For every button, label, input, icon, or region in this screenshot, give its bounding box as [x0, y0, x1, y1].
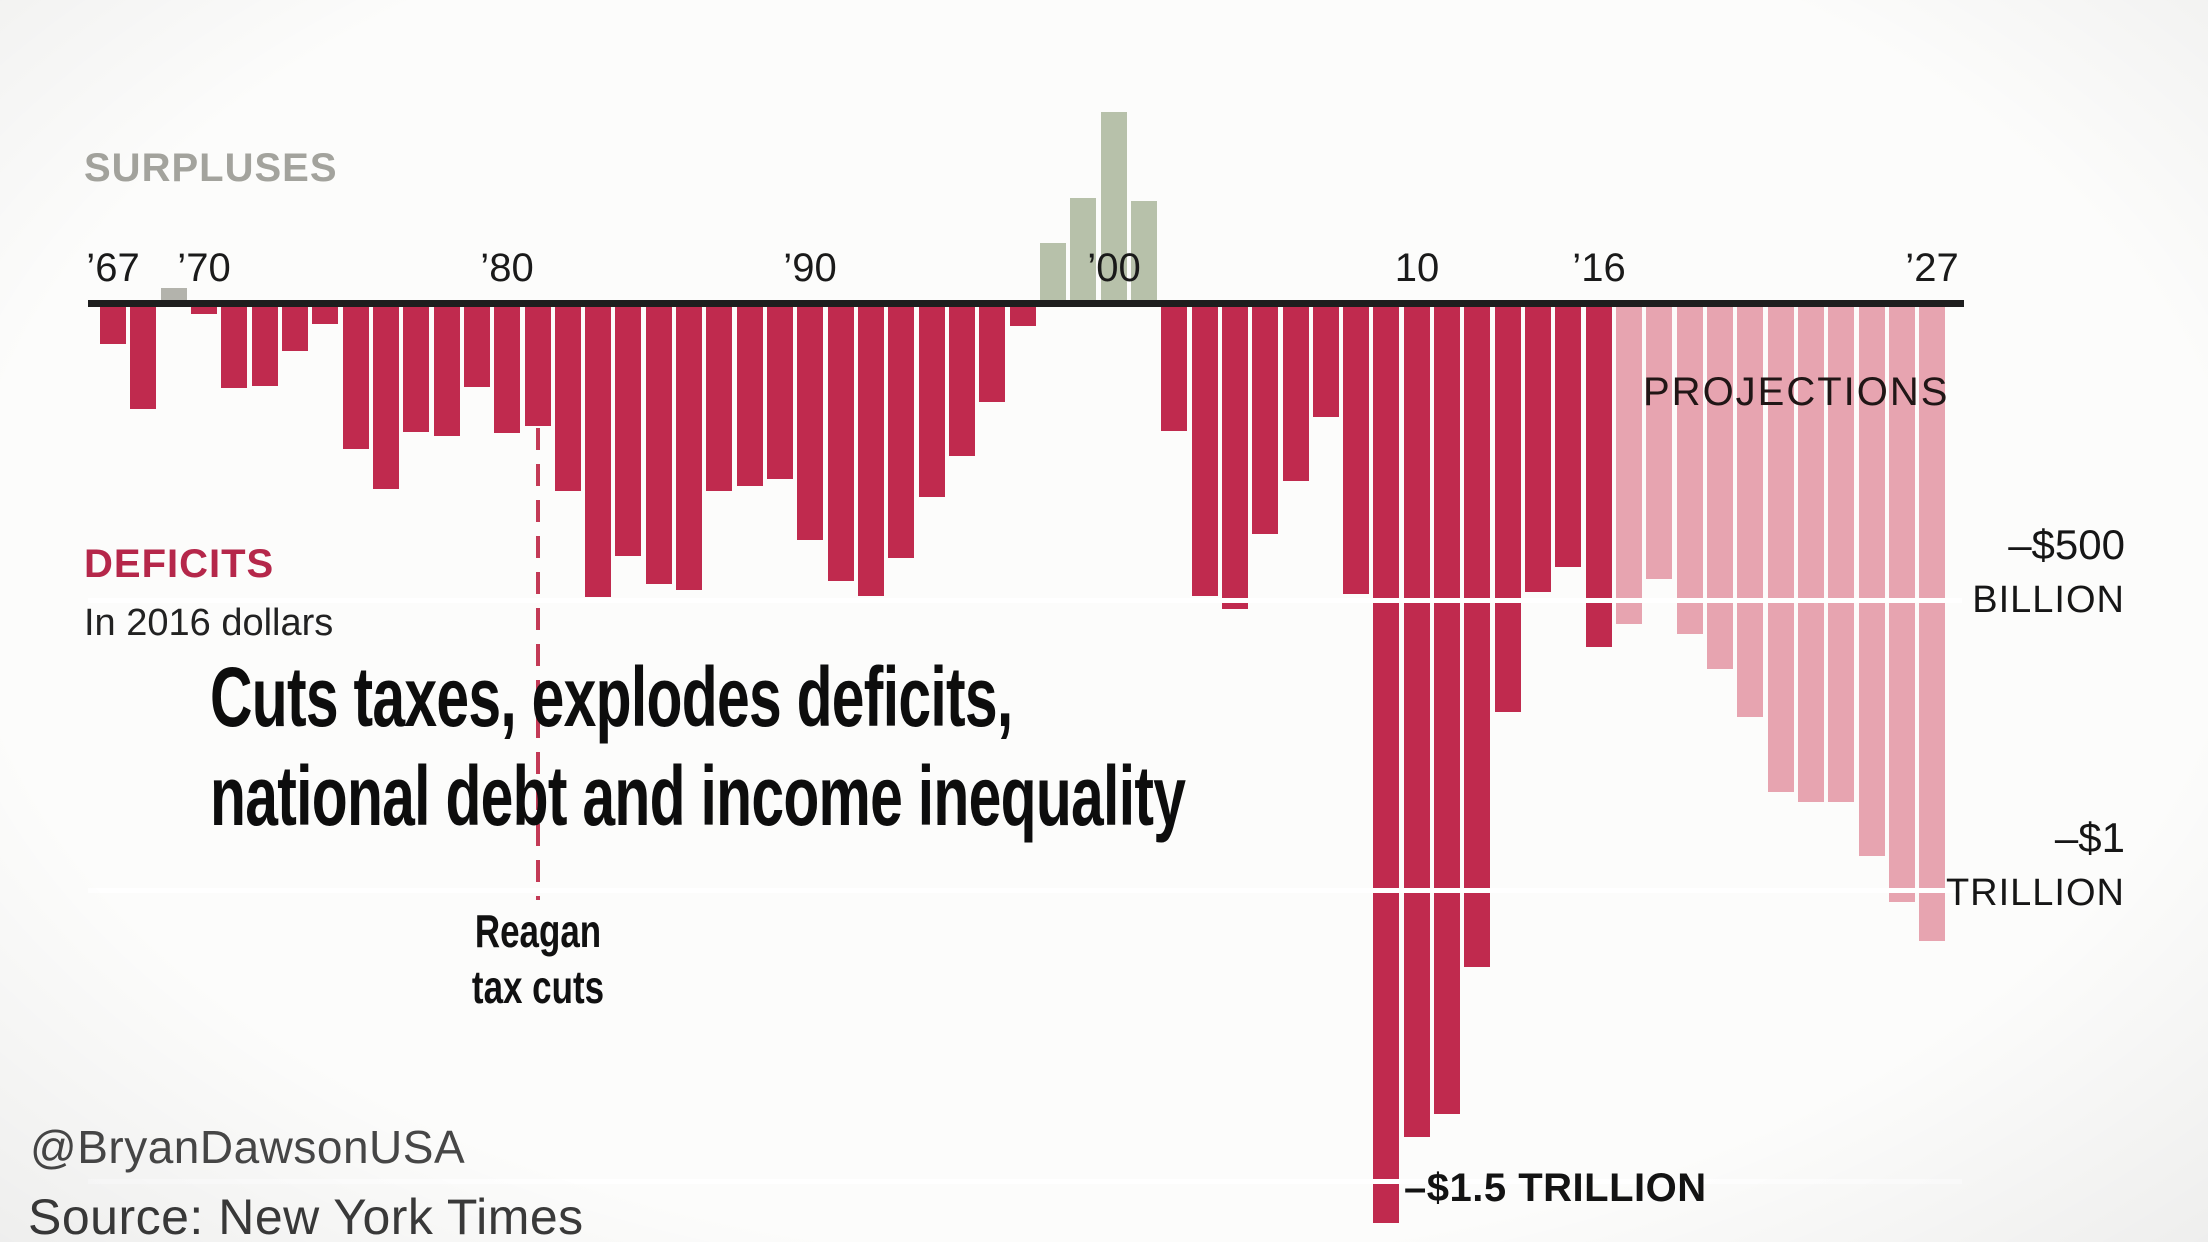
bar-2022: [1767, 307, 1794, 793]
gridline--1000b: [88, 888, 1962, 893]
reagan-annotation: Reagan tax cuts: [447, 903, 629, 1015]
headline-line-2: national debt and income inequality: [210, 749, 1186, 843]
bar-1997: [1009, 307, 1036, 327]
reagan-annotation-line-1: Reagan: [474, 905, 602, 957]
bar-1982: [554, 307, 581, 492]
x-axis-line: [88, 300, 1964, 307]
bar-2011: [1434, 307, 1461, 1115]
bar-1969: [160, 288, 187, 301]
reagan-annotation-line-2: tax cuts: [471, 961, 605, 1013]
bar-1984: [615, 307, 642, 557]
right-axis-500b-unit: BILLION: [1972, 579, 2125, 621]
bar-2008: [1343, 307, 1370, 595]
x-tick-1980: ’80: [480, 246, 534, 290]
bar-2004: [1221, 307, 1248, 610]
bar-2021: [1737, 307, 1764, 718]
bar-1985: [645, 307, 672, 585]
bar-2017: [1616, 307, 1642, 625]
surpluses-label: SURPLUSES: [84, 146, 338, 190]
bar-2025: [1858, 307, 1885, 857]
headline-line-1: Cuts taxes, explodes deficits,: [210, 650, 1013, 744]
bar-1987: [706, 307, 733, 492]
bar-1988: [736, 307, 763, 486]
right-axis-1t-value: –$1: [2054, 814, 2125, 861]
bar-1967: [100, 307, 126, 344]
x-tick-1990: ’90: [783, 246, 837, 290]
bar-2003: [1191, 307, 1218, 596]
bar-1980: [494, 307, 521, 433]
reagan-dashed-line: [536, 428, 540, 900]
bar-2006: [1282, 307, 1309, 482]
bar-1972: [251, 307, 278, 387]
bar-1986: [676, 307, 703, 590]
x-tick-1967: ’67: [86, 246, 140, 290]
bar-1983: [585, 307, 612, 597]
bar-1977: [403, 307, 430, 432]
bar-1974: [312, 307, 339, 325]
bar-1991: [827, 307, 854, 581]
bar-2009: [1373, 307, 1400, 1223]
bar-2019: [1676, 307, 1703, 635]
bar-2018: [1646, 307, 1673, 579]
bar-1992: [858, 307, 884, 596]
x-tick-1970: ’70: [177, 246, 231, 290]
bar-2005: [1252, 307, 1279, 535]
bar-2020: [1707, 307, 1733, 670]
bar-1971: [221, 307, 248, 389]
bar-2000: [1100, 112, 1127, 301]
bar-1995: [949, 307, 975, 457]
right-axis-1t-unit: TRILLION: [1945, 872, 2125, 914]
credit-source: Source: New York Times: [28, 1189, 584, 1242]
x-tick-2016: ’16: [1572, 246, 1626, 290]
bar-2016: [1585, 307, 1612, 648]
units-subtitle: In 2016 dollars: [84, 602, 334, 644]
deficits-label: DEFICITS: [84, 542, 275, 586]
bar-1979: [463, 307, 490, 388]
bar-1998: [1039, 242, 1066, 301]
bar-1968: [130, 307, 157, 409]
x-tick-2010: 10: [1394, 246, 1440, 290]
projections-label: PROJECTIONS: [1643, 370, 1950, 414]
bar-2027: [1919, 307, 1946, 942]
bar-2024: [1828, 307, 1855, 803]
x-tick-2000: ’00: [1087, 246, 1141, 290]
bar-2001: [1130, 201, 1157, 301]
gridline--500b: [88, 598, 1962, 603]
bar-1993: [888, 307, 915, 559]
bar-2026: [1888, 307, 1915, 903]
bar-2002: [1161, 307, 1188, 431]
gridline--1500b: [88, 1179, 1962, 1184]
x-tick-2027: ’27: [1905, 246, 1959, 290]
bar-1981: [524, 307, 551, 427]
bar-1989: [767, 307, 793, 480]
bar-1976: [372, 307, 399, 489]
bar-1994: [918, 307, 945, 498]
bar-2023: [1797, 307, 1824, 802]
bar-2014: [1525, 307, 1551, 592]
bar-1973: [281, 307, 308, 352]
minus-1-5-trillion-annotation: –$1.5 TRILLION: [1404, 1166, 1707, 1210]
bar-2013: [1494, 307, 1521, 712]
right-axis-500b-value: –$500: [2008, 521, 2125, 568]
bar-1975: [342, 307, 369, 450]
bar-2007: [1312, 307, 1339, 417]
headline-title: Cuts taxes, explodes deficits, national …: [210, 648, 1186, 846]
credit-handle: @BryanDawsonUSA: [30, 1121, 466, 1173]
bar-2012: [1464, 307, 1491, 968]
bar-2010: [1403, 307, 1430, 1137]
bar-1996: [979, 307, 1006, 403]
bar-1978: [433, 307, 460, 436]
bar-2015: [1555, 307, 1582, 568]
bar-1999: [1070, 198, 1097, 301]
bar-1990: [797, 307, 824, 540]
bar-1970: [191, 307, 217, 314]
